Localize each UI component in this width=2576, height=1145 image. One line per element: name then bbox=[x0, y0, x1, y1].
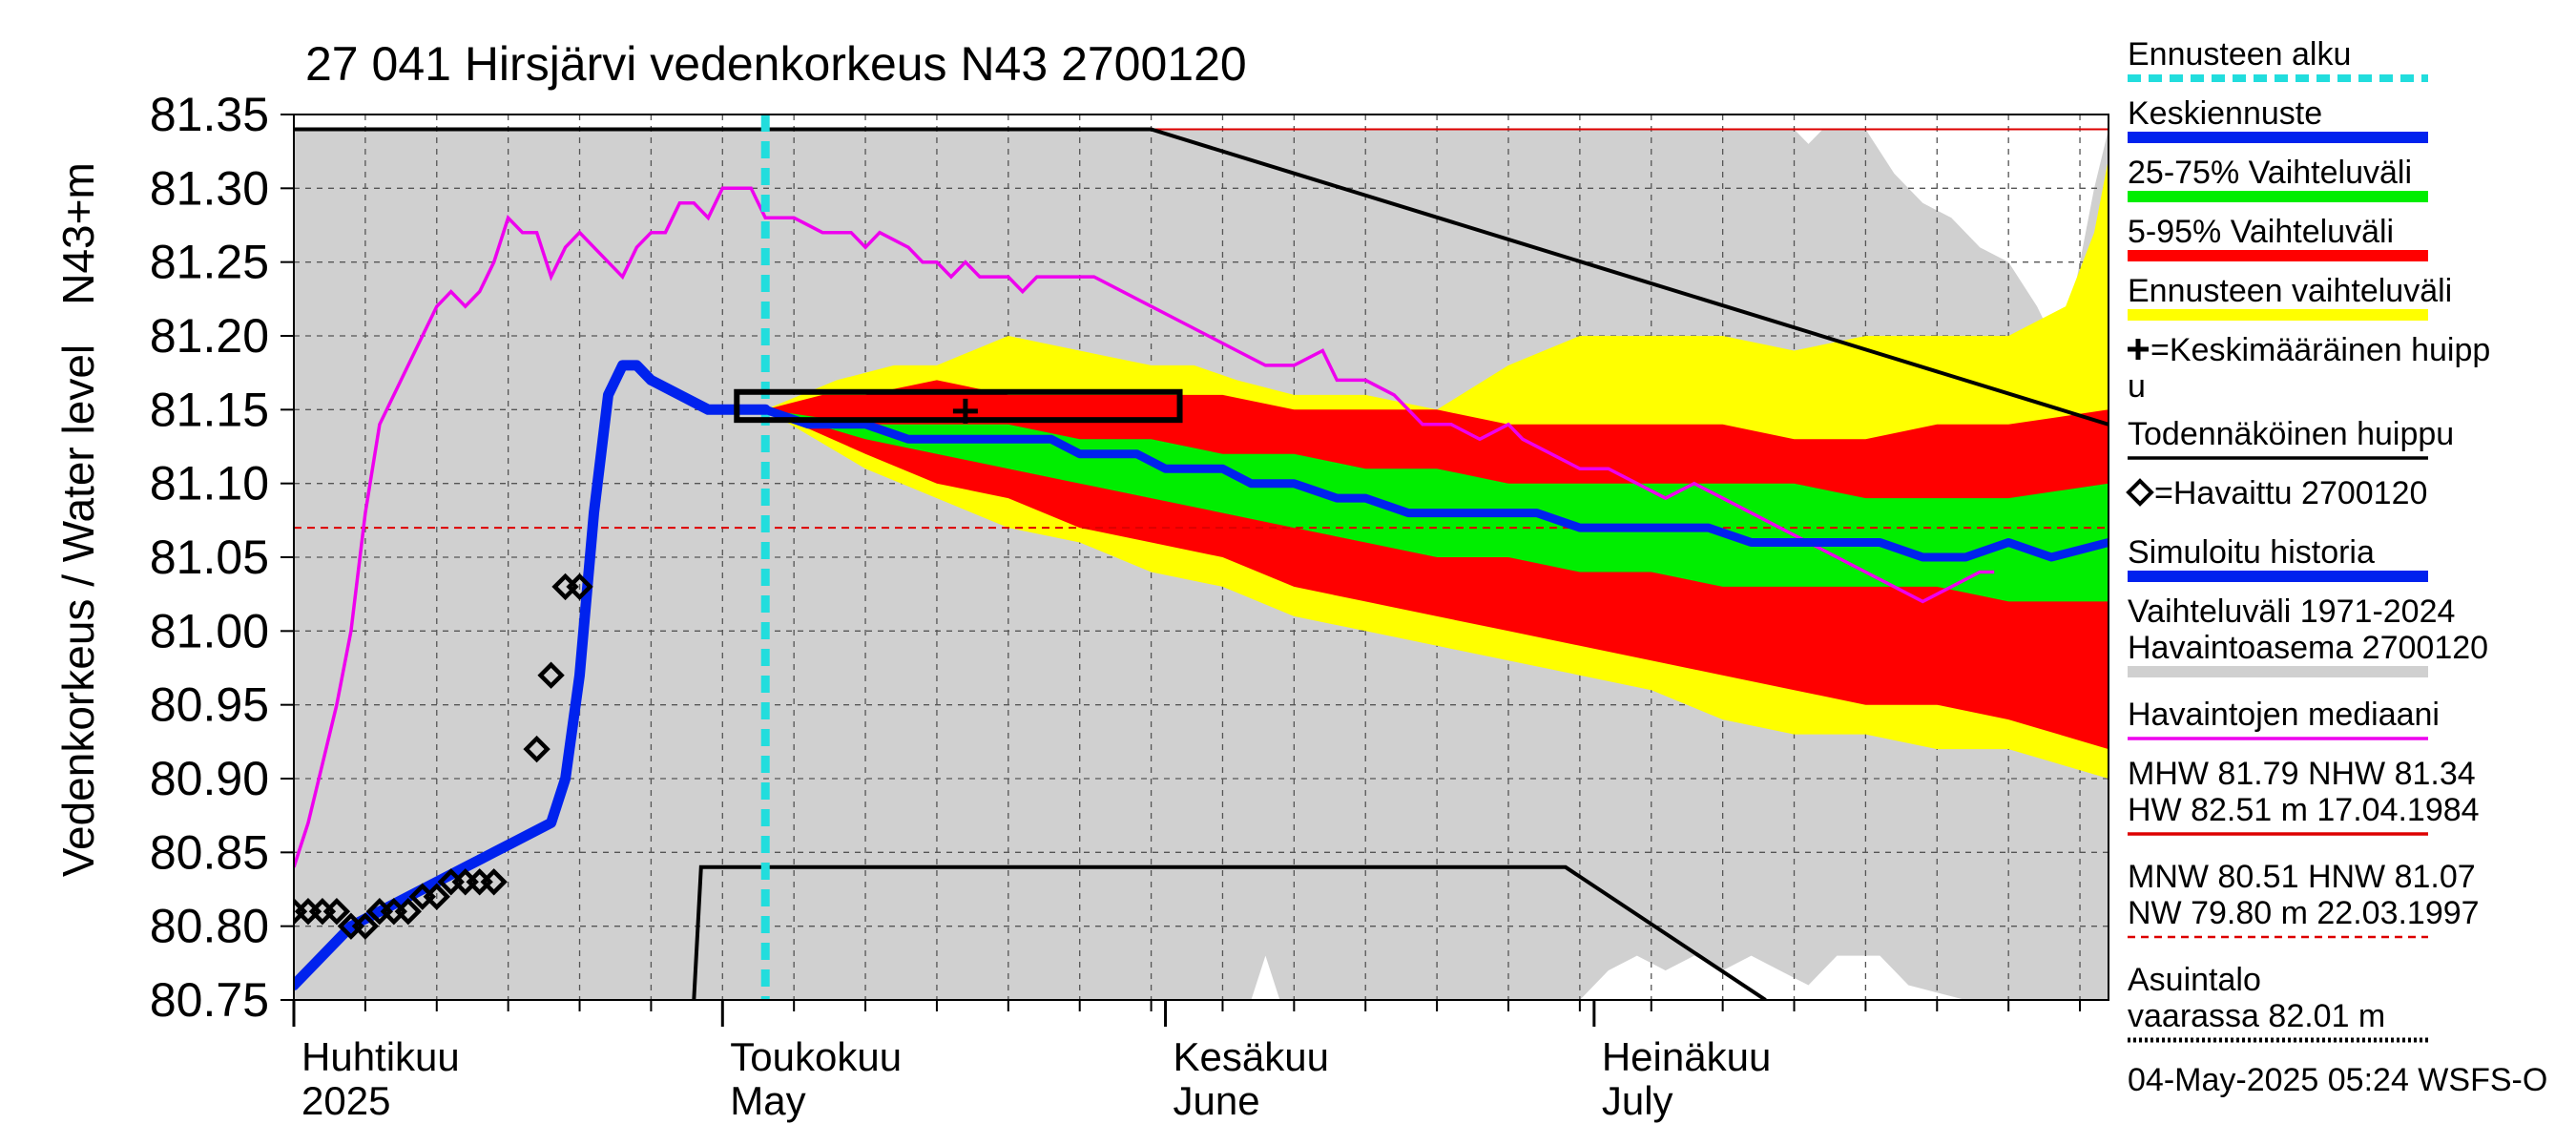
chart-title: 27 041 Hirsjärvi vedenkorkeus N43 270012… bbox=[305, 37, 1247, 91]
legend-label-line2: Havaintoasema 2700120 bbox=[2128, 630, 2488, 666]
probable-peak-line-upper bbox=[294, 127, 2109, 427]
observed-point bbox=[566, 572, 593, 601]
month-label-fi: Heinäkuu bbox=[1602, 1034, 1771, 1079]
y-axis: 81.35 81.30 81.25 81.20 81.15 81.10 81.05 81.00… bbox=[150, 88, 294, 1027]
forecast-peak-box bbox=[734, 388, 1183, 424]
month-label-en: July bbox=[1602, 1078, 1673, 1123]
legend-label: Asuintalo bbox=[2128, 962, 2261, 998]
y-axis-label: Vedenkorkeus / Water level bbox=[53, 344, 103, 877]
month-label-fi: Huhtikuu bbox=[301, 1034, 460, 1079]
observed-point bbox=[394, 898, 422, 926]
observed-point bbox=[523, 735, 551, 763]
observed-point bbox=[322, 898, 351, 926]
month-label-fi: Kesäkuu bbox=[1174, 1034, 1329, 1079]
median-forecast-line bbox=[763, 406, 2109, 562]
legend-label: Havaintojen mediaani bbox=[2128, 697, 2440, 733]
legend-label-line2: NW 79.80 m 22.03.1997 bbox=[2128, 895, 2480, 931]
legend-label: Vaihteluväli 1971-2024 bbox=[2128, 593, 2455, 630]
legend-label: 25-75% Vaihteluväli bbox=[2128, 155, 2412, 191]
y-tick-label: 81.20 bbox=[150, 309, 269, 363]
y-axis-unit-label: N43+m bbox=[53, 162, 103, 305]
month-label-en: May bbox=[730, 1078, 805, 1123]
y-tick-label: 81.35 bbox=[150, 88, 269, 141]
mean-peak-marker bbox=[952, 398, 978, 424]
plot-area bbox=[294, 114, 2109, 1000]
y-tick-label: 81.25 bbox=[150, 236, 269, 289]
y-tick-label: 80.80 bbox=[150, 900, 269, 953]
observed-point bbox=[423, 883, 450, 910]
y-tick-label: 80.85 bbox=[150, 825, 269, 879]
observed-point bbox=[480, 868, 508, 896]
observed-median-line bbox=[294, 186, 1995, 868]
y-tick-label: 81.10 bbox=[150, 457, 269, 510]
legend: Ennusteen alku Keskiennuste 25-75% Vaihtel… bbox=[2126, 36, 2490, 1043]
month-label-en: June bbox=[1174, 1078, 1260, 1123]
month-label-fi: Toukokuu bbox=[730, 1034, 902, 1079]
legend-label-line2: HW 82.51 m 17.04.1984 bbox=[2128, 792, 2480, 828]
timestamp: 04-May-2025 05:24 WSFS-O bbox=[2128, 1062, 2547, 1098]
y-tick-label: 81.30 bbox=[150, 161, 269, 215]
legend-label: =Havaittu 2700120 bbox=[2154, 475, 2427, 511]
y-tick-label: 81.15 bbox=[150, 383, 269, 436]
legend-label: MHW 81.79 NHW 81.34 bbox=[2128, 756, 2476, 792]
legend-diamond-icon bbox=[2126, 478, 2154, 507]
legend-label: Todennäköinen huippu bbox=[2128, 416, 2454, 452]
legend-label-line2: u bbox=[2128, 368, 2146, 405]
probable-peak-line-lower bbox=[692, 864, 1767, 1000]
y-tick-label: 80.90 bbox=[150, 752, 269, 805]
y-tick-label: 80.95 bbox=[150, 678, 269, 732]
observed-points bbox=[294, 572, 593, 940]
legend-label: 5-95% Vaihteluväli bbox=[2128, 214, 2394, 250]
observed-point bbox=[537, 661, 565, 689]
y-tick-label: 80.75 bbox=[150, 973, 269, 1027]
legend-label-line2: vaarassa 82.01 m bbox=[2128, 998, 2385, 1034]
y-tick-label: 81.00 bbox=[150, 604, 269, 657]
legend-label: =Keskimääräinen huipp bbox=[2150, 332, 2490, 368]
observed-point bbox=[351, 912, 380, 940]
legend-label: Keskiennuste bbox=[2128, 95, 2322, 132]
month-label-en: 2025 bbox=[301, 1078, 390, 1123]
legend-label: Ennusteen vaihteluväli bbox=[2128, 273, 2452, 309]
y-tick-label: 81.05 bbox=[150, 531, 269, 584]
legend-label: Ennusteen alku bbox=[2128, 36, 2351, 73]
legend-label: Simuloitu historia bbox=[2128, 534, 2375, 571]
legend-label: MNW 80.51 HNW 81.07 bbox=[2128, 859, 2476, 895]
